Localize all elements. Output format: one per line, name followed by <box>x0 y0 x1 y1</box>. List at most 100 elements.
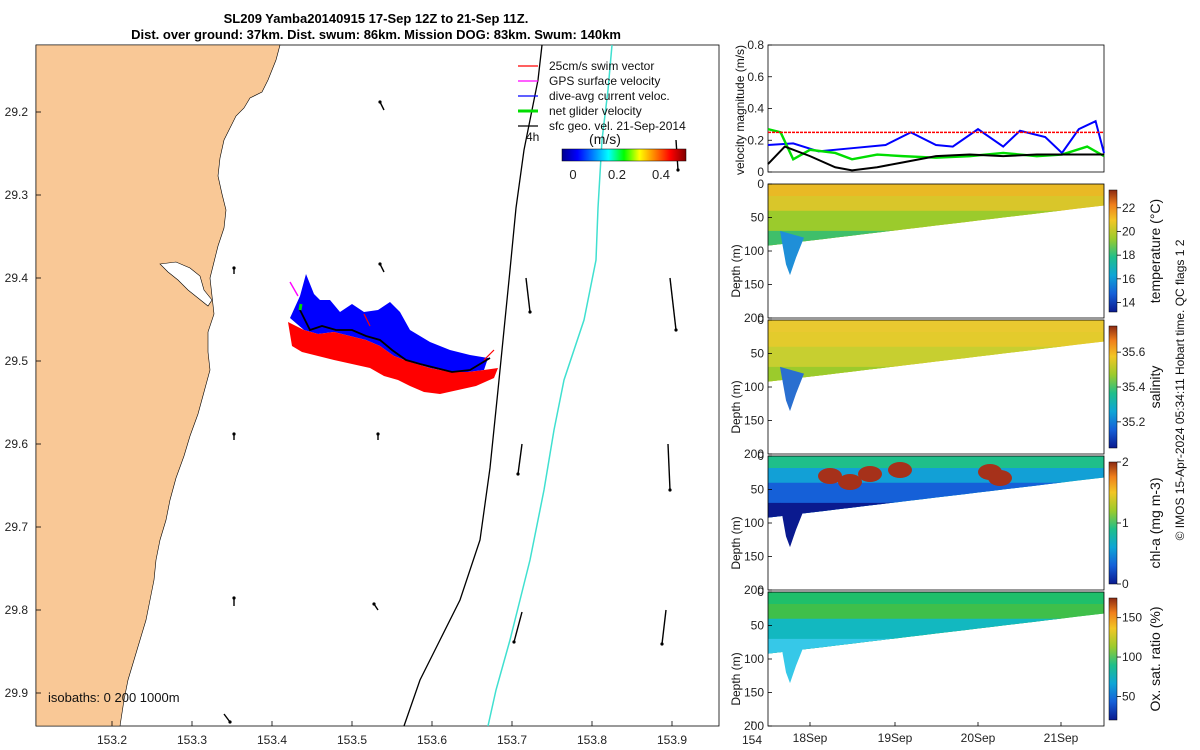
depth-axis-label: Depth (m) <box>729 652 743 705</box>
legend-label: GPS surface velocity <box>549 74 660 88</box>
section-colorbar <box>1108 189 1118 313</box>
depth-tick-label: 150 <box>744 550 764 564</box>
depth-tick-label: 150 <box>744 414 764 428</box>
geo-velocity-arrow <box>513 611 523 643</box>
colorbar-tick-label: 22 <box>1122 201 1136 215</box>
geo-velocity-arrowhead <box>232 266 236 270</box>
depth-tick-label: 100 <box>744 380 764 394</box>
time-label: 4h <box>526 130 539 144</box>
map-y-tick-label: 29.3 <box>5 188 29 202</box>
velocity-y-tick-label: 0 <box>757 165 764 179</box>
map-x-tick-label: 153.5 <box>337 733 367 747</box>
map-x-tick-label: 153.7 <box>497 733 527 747</box>
depth-tick-label: 100 <box>744 516 764 530</box>
geo-velocity-arrowhead <box>378 262 382 266</box>
velocity-y-ticks: 0 0.2 0.4 0.6 0.8 <box>747 38 772 179</box>
colorbar-label: Ox. sat. ratio (%) <box>1147 606 1163 711</box>
legend-label: sfc geo. vel. 21-Sep-2014 <box>549 119 686 133</box>
geo-velocity-arrow <box>669 277 677 331</box>
depth-tick-label: 100 <box>744 244 764 258</box>
colorbar-label: chl-a (mg m-3) <box>1147 477 1163 568</box>
depth-axis-label: Depth (m) <box>729 516 743 569</box>
colorbar-tick-label: 14 <box>1122 296 1136 310</box>
geo-velocity-arrowhead <box>528 310 532 314</box>
map-x-tick-label: 153.2 <box>97 733 127 747</box>
legend-label: 25cm/s swim vector <box>549 59 654 73</box>
section-colorbar <box>1108 325 1118 449</box>
geo-velocity-arrowhead <box>674 328 678 332</box>
colorbar-tick-label: 35.6 <box>1122 345 1146 359</box>
section-dip <box>780 230 804 276</box>
colorbar-tick-label: 20 <box>1122 224 1136 238</box>
chl-maximum-patch <box>818 468 842 484</box>
velocity-series-line <box>767 119 1105 155</box>
geo-velocity-arrowhead <box>512 640 516 644</box>
depth-tick-label: 200 <box>744 583 764 597</box>
map-y-ticks: 29.2 29.3 29.4 29.5 29.6 29.7 29.8 29.9 <box>5 105 41 700</box>
depth-tick-label: 150 <box>744 686 764 700</box>
geo-velocity-arrowhead <box>378 100 382 104</box>
land-area <box>35 44 281 727</box>
chl-maximum-patch <box>888 462 912 478</box>
estuary <box>159 261 213 307</box>
velocity-series-line <box>767 145 1104 172</box>
time-tick-label: 19Sep <box>878 731 913 745</box>
net-glider-track <box>299 309 491 373</box>
section-dip <box>780 502 804 548</box>
depth-tick-label: 100 <box>744 652 764 666</box>
colorbar-tick-label: 150 <box>1122 611 1142 625</box>
legend-label: net glider velocity <box>549 104 642 118</box>
colorbar-tick-label: 100 <box>1122 650 1142 664</box>
map-y-tick-label: 29.4 <box>5 271 29 285</box>
depth-tick-label: 150 <box>744 278 764 292</box>
glider-track <box>288 274 498 394</box>
chl-maximum-patch <box>838 474 862 490</box>
section-dip <box>780 638 804 684</box>
section-layer <box>768 341 1104 382</box>
map-y-tick-label: 29.2 <box>5 105 29 119</box>
geo-velocity-arrowhead <box>232 432 236 436</box>
section-colorbar <box>1108 461 1118 585</box>
colorbar-tick-label: 35.4 <box>1122 380 1146 394</box>
depth-tick-label: 200 <box>744 719 764 733</box>
colorbar-tick-label: 0 <box>1122 577 1129 591</box>
gps-surface-arrow <box>289 281 299 297</box>
depth-tick-label: 50 <box>751 211 765 225</box>
geo-velocity-arrow <box>223 713 231 723</box>
geo-velocity-arrowhead <box>228 720 232 724</box>
map-y-tick-label: 29.5 <box>5 354 29 368</box>
colorbar-tick-label: 50 <box>1122 689 1136 703</box>
chl-maximum-patch <box>858 466 882 482</box>
dive-avg-current-band <box>290 274 488 372</box>
colorbar-tick-label: 1 <box>1122 516 1129 530</box>
speed-colorbar-tick: 0.4 <box>652 167 670 182</box>
geo-velocity-arrowhead <box>660 642 664 646</box>
depth-tick-label: 50 <box>751 483 765 497</box>
map-x-tick-label: 154 <box>742 733 762 747</box>
time-tick-label: 20Sep <box>961 731 996 745</box>
depth-tick-label: 200 <box>744 311 764 325</box>
map-y-tick-label: 29.9 <box>5 686 29 700</box>
geo-velocity-arrowhead <box>232 596 236 600</box>
map-x-tick-label: 153.9 <box>657 733 687 747</box>
geo-velocity-arrow <box>525 277 531 313</box>
time-tick-label: 18Sep <box>793 731 828 745</box>
section-colorbar <box>1108 597 1118 721</box>
speed-colorbar-tick: 0 <box>569 167 576 182</box>
chl-maximum-patch <box>988 470 1012 486</box>
depth-tick-label: 0 <box>757 177 764 191</box>
velocity-frame <box>767 44 1105 173</box>
geo-velocity-arrow <box>517 443 523 475</box>
geo-velocity-arrow <box>667 443 671 491</box>
legend-label: dive-avg current veloc. <box>549 89 670 103</box>
section-layer <box>768 205 1104 246</box>
geo-velocity-arrowhead <box>668 488 672 492</box>
colorbar-tick-label: 18 <box>1122 248 1136 262</box>
depth-tick-label: 0 <box>757 585 764 599</box>
velocity-y-tick-label: 0.2 <box>747 133 764 147</box>
colorbar-label: temperature (°C) <box>1147 199 1163 303</box>
